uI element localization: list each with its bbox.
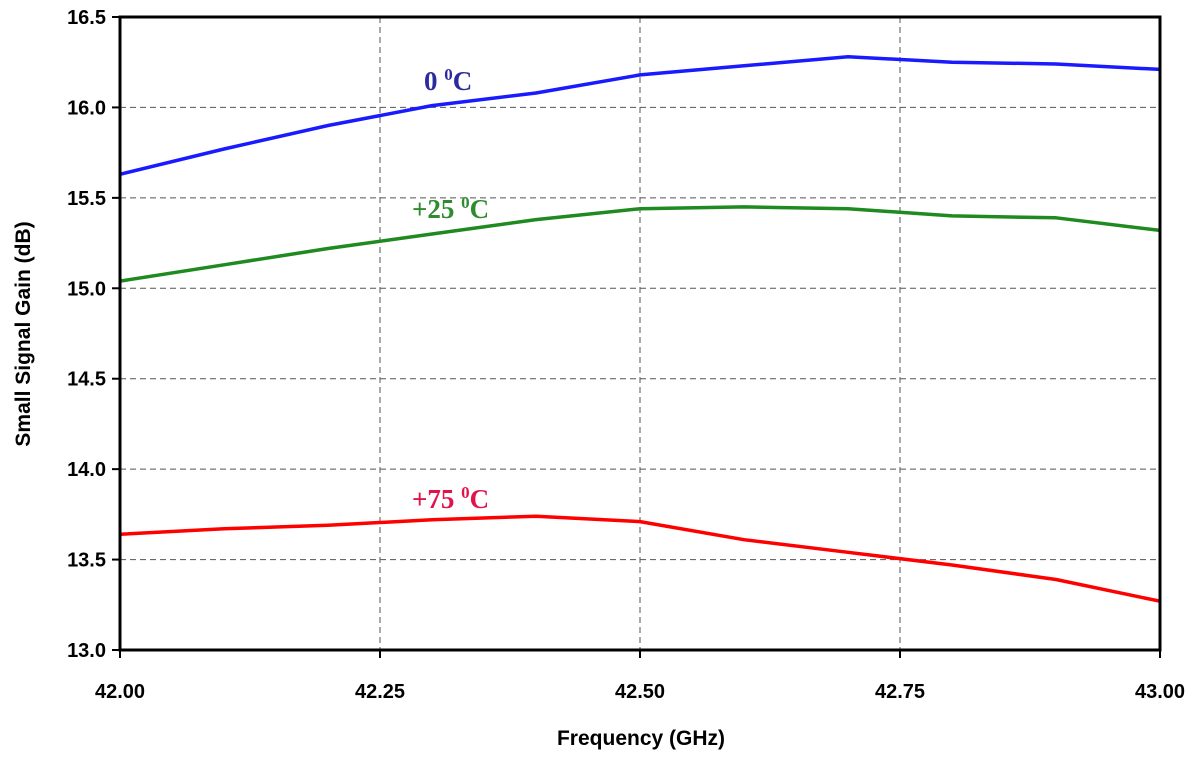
x-tick-label: 42.75 <box>875 681 925 703</box>
series-line <box>119 514 1161 603</box>
y-tick-label: 16.0 <box>67 97 106 119</box>
y-axis-title: Small Signal Gain (dB) <box>12 221 35 446</box>
series-labels: 0 0C +25 0C +75 0C <box>412 65 489 514</box>
x-axis-title: Frequency (GHz) <box>557 727 725 750</box>
x-tick-label: 42.00 <box>95 681 145 703</box>
y-tick-label: 13.0 <box>67 640 106 662</box>
series-label: 0 0C <box>424 65 472 96</box>
series-group <box>119 55 1161 603</box>
series-label: +75 0C <box>412 483 489 514</box>
y-tick-label: 15.5 <box>67 188 106 210</box>
y-tick-labels: 13.0 13.5 14.0 14.5 15.0 15.5 16.0 16.5 <box>67 7 120 662</box>
y-tick-label: 14.5 <box>67 369 106 391</box>
series-line <box>119 205 1161 283</box>
x-tick-label: 42.50 <box>615 681 665 703</box>
x-tick-label: 43.00 <box>1135 681 1185 703</box>
x-tick-label: 42.25 <box>355 681 405 703</box>
series-label: +25 0C <box>412 193 489 224</box>
y-tick-label: 15.0 <box>67 278 106 300</box>
y-tick-label: 13.5 <box>67 550 106 572</box>
grid <box>120 17 1160 650</box>
series-line <box>119 55 1161 177</box>
y-tick-label: 14.0 <box>67 459 106 481</box>
x-tick-labels: 42.00 42.25 42.50 42.75 43.00 <box>95 650 1185 703</box>
y-tick-label: 16.5 <box>67 7 106 29</box>
